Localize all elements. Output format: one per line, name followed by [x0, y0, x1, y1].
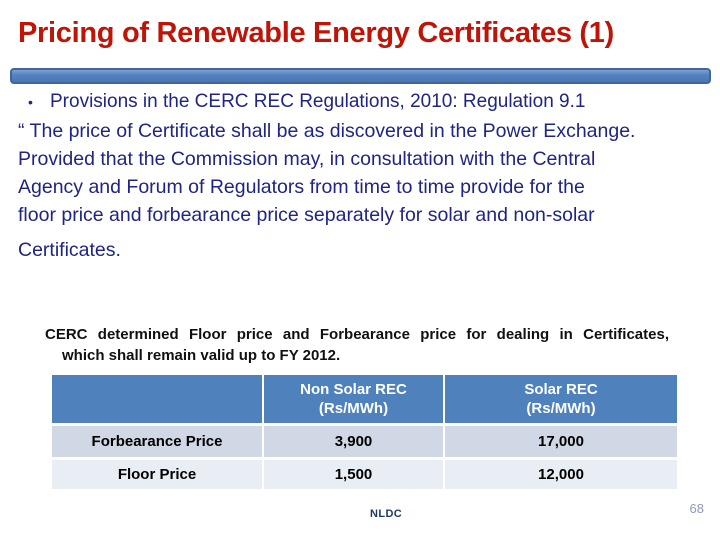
cell-forbearance-non-solar: 3,900: [264, 426, 443, 457]
rec-price-table: Non Solar REC (Rs/MWh) Solar REC (Rs/MWh…: [52, 375, 677, 489]
note-line: which shall remain valid up to FY 2012.: [62, 347, 341, 364]
column-unit: (Rs/MWh): [526, 400, 596, 417]
table-header-empty: [52, 375, 262, 423]
cell-floor-non-solar: 1,500: [264, 460, 443, 489]
cell-forbearance-solar: 17,000: [445, 426, 677, 457]
title-divider-bar: [10, 68, 711, 84]
note-line: CERC determined Floor price and Forbeara…: [45, 326, 669, 343]
quote-line: Provided that the Commission may, in con…: [18, 148, 596, 170]
regulation-quote: “ The price of Certificate shall be as d…: [18, 117, 718, 264]
bullet-item: • Provisions in the CERC REC Regulations…: [28, 89, 585, 116]
bullet-icon: •: [28, 94, 33, 110]
column-label: Solar REC: [524, 381, 598, 398]
cerc-note: CERC determined Floor price and Forbeara…: [45, 324, 669, 366]
column-unit: (Rs/MWh): [318, 400, 389, 417]
bullet-text: Provisions in the CERC REC Regulations, …: [50, 91, 586, 112]
cell-floor-solar: 12,000: [445, 460, 677, 489]
quote-line: floor price and forbearance price separa…: [18, 204, 595, 226]
quote-line: Agency and Forum of Regulators from time…: [18, 176, 585, 198]
slide-title: Pricing of Renewable Energy Certificates…: [18, 17, 614, 49]
table-header-solar: Solar REC (Rs/MWh): [445, 375, 677, 423]
quote-line: Certificates.: [18, 239, 121, 261]
slide-page-number: 68: [689, 501, 704, 516]
table-header-non-solar: Non Solar REC (Rs/MWh): [264, 375, 443, 423]
row-label-floor: Floor Price: [52, 460, 262, 489]
quote-line: “ The price of Certificate shall be as d…: [18, 120, 636, 142]
footer-organization: NLDC: [370, 508, 403, 520]
row-label-forbearance: Forbearance Price: [52, 426, 262, 457]
column-label: Non Solar REC: [300, 381, 407, 398]
